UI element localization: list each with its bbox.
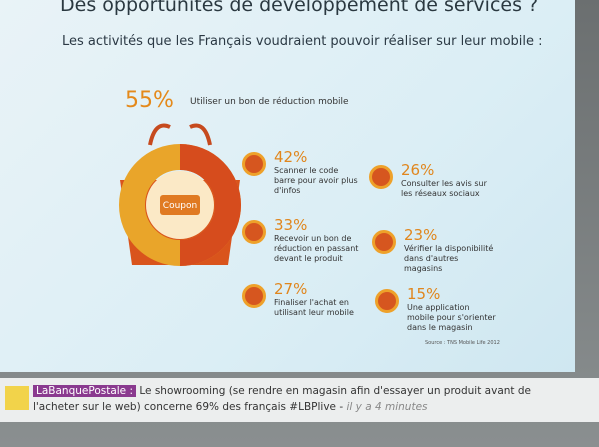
item-percent: 27% <box>274 280 308 298</box>
main-percent: 55% <box>125 88 174 113</box>
item-percent: 15% <box>407 285 441 303</box>
item-percent: 23% <box>404 226 438 244</box>
slide: Des opportunités de développement de ser… <box>0 0 575 372</box>
basket-handle <box>148 123 212 146</box>
item-percent: 42% <box>274 148 308 166</box>
item-label: Consulter les avis sur les réseaux socia… <box>401 179 487 198</box>
item-label: Une application mobile pour s'orienter d… <box>407 303 496 332</box>
item-percent: 33% <box>274 216 308 234</box>
item-icon <box>242 284 266 308</box>
main-label: Utiliser un bon de réduction mobile <box>190 97 349 107</box>
item-icon <box>369 165 393 189</box>
item-label: Finaliser l'achat en utilisant leur mobi… <box>274 298 354 317</box>
basket-illustration: Coupon <box>119 123 241 266</box>
item-icon <box>242 220 266 244</box>
item-label: Recevoir un bon de réduction en passant … <box>274 234 359 263</box>
slide-title: Des opportunités de développement de ser… <box>60 0 539 16</box>
donut-segment <box>179 144 241 266</box>
ticker-handle: LaBanquePostale : <box>33 385 137 397</box>
ticker-message: LaBanquePostale : Le showrooming (se ren… <box>33 383 573 415</box>
item-label: Vérifier la disponibilité dans d'autres … <box>404 244 494 273</box>
slide-subtitle: Les activités que les Français voudraien… <box>62 34 543 49</box>
item-icon <box>372 230 396 254</box>
coupon <box>160 195 200 215</box>
coupon-label: Coupon <box>163 201 197 211</box>
item-label: Scanner le code barre pour avoir plus d'… <box>274 166 358 195</box>
item-percent: 26% <box>401 161 435 179</box>
ticker-time: il y a 4 minutes <box>346 401 428 413</box>
item-icon <box>242 152 266 176</box>
source: Source : TNS Mobile Life 2012 <box>425 340 500 346</box>
item-icon <box>375 289 399 313</box>
logo <box>5 386 29 410</box>
ticker-text: Le showrooming (se rendre en magasin afi… <box>33 385 531 413</box>
